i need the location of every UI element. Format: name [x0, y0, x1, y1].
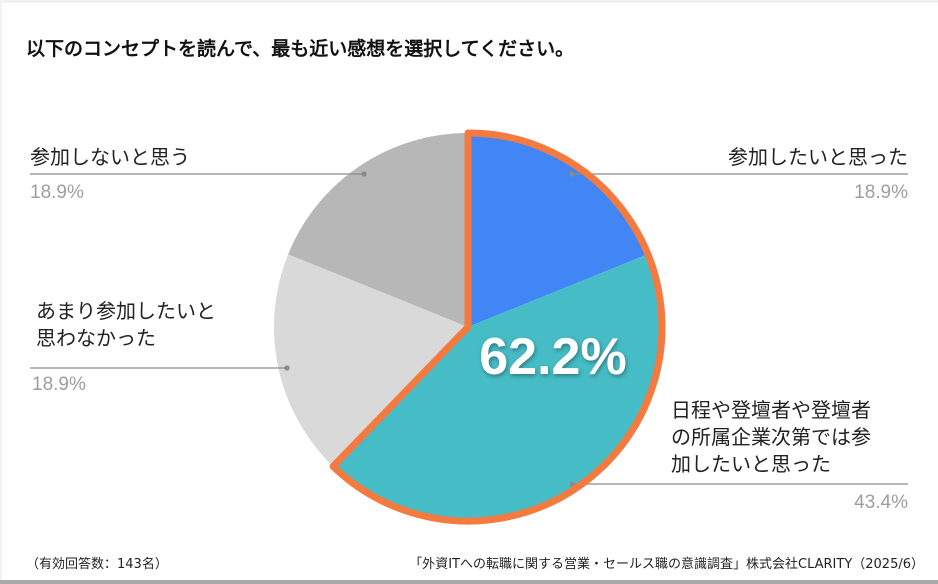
slice-label-want-to-join: 参加したいと思った [728, 144, 908, 171]
pie-slice [274, 254, 468, 467]
pie-slice [468, 133, 648, 327]
pie-slice [288, 133, 468, 327]
label-text: 参加しないと思う [30, 145, 190, 169]
slice-label-depends: 日程や登壇者や登壇者 の所属企業次第では参 加したいと思った [671, 397, 871, 478]
frame-bottom [0, 580, 938, 584]
slice-pct-will-not-join: 18.9% [30, 182, 84, 203]
label-text: 参加したいと思った [728, 145, 908, 169]
leader-lines [30, 171, 908, 487]
slice-label-not-really: あまり参加したいと 思わなかった [36, 298, 216, 352]
pie-slice [333, 254, 663, 522]
footer-source: 「外資ITへの転職に関する営業・セールス職の意識調査」株式会社CLARITY（2… [409, 557, 924, 572]
slice-label-will-not-join: 参加しないと思う [30, 144, 190, 171]
highlight-percent-label: 62.2% [479, 328, 626, 386]
leader-dot [569, 171, 575, 177]
frame-left [0, 0, 2, 584]
slice-pct-want-to-join: 18.9% [854, 182, 908, 203]
leader-dot [361, 171, 367, 177]
footer-sample-size: （有効回答数：143名） [26, 557, 168, 572]
label-line: あまり参加したいと [36, 299, 216, 323]
label-line: 思わなかった [36, 326, 156, 350]
label-line: の所属企業次第では参 [671, 425, 871, 449]
slice-pct-depends: 43.4% [854, 492, 908, 513]
pie-slices [274, 133, 663, 522]
leader-dot [569, 481, 575, 487]
label-line: 加したいと思った [671, 452, 831, 476]
frame-top [0, 0, 938, 3]
slice-pct-not-really: 18.9% [32, 374, 86, 395]
leader-dot [284, 365, 290, 371]
highlight-outline [329, 129, 666, 525]
chart-title: 以下のコンセプトを読んで、最も近い感想を選択してください。 [26, 38, 575, 60]
label-line: 日程や登壇者や登壇者 [671, 398, 871, 422]
